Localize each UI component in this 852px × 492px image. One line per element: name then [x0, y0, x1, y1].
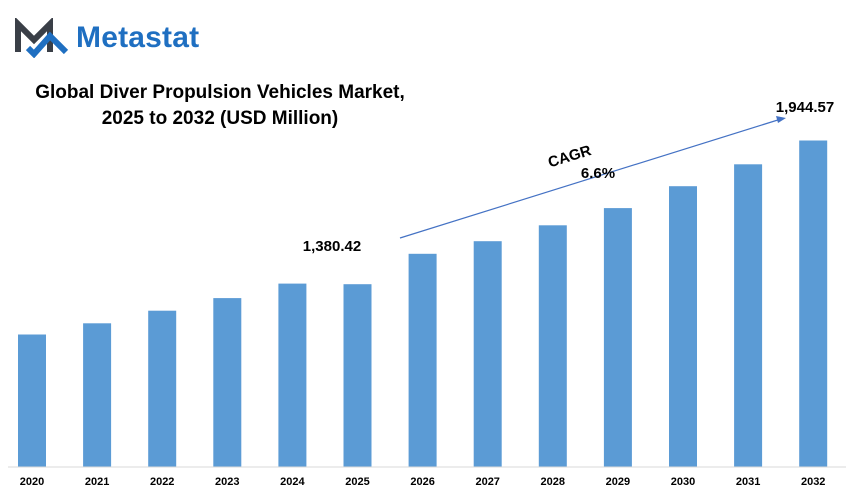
chart-title-line-2: 2025 to 2032 (USD Million): [101, 108, 339, 129]
chart-title: Global Diver Propulsion Vehicles Market,…: [18, 80, 422, 132]
bar-2023: [213, 298, 242, 467]
x-tick-label-2029: 2029: [606, 476, 630, 488]
x-tick-label-2025: 2025: [345, 476, 369, 488]
bar-2020: [18, 334, 46, 467]
cagr-trend-arrow: [399, 118, 782, 239]
cagr-value: 6.6%: [581, 165, 615, 182]
cagr-arrow-head: [776, 116, 786, 123]
x-tick-label-2032: 2032: [801, 476, 825, 488]
x-tick-label-2020: 2020: [20, 476, 44, 488]
x-tick-label-2023: 2023: [215, 476, 239, 488]
bar-2022: [148, 310, 177, 467]
start-value-label: 1,380.42: [303, 238, 361, 255]
x-tick-label-2026: 2026: [410, 476, 434, 488]
bar-2029: [603, 208, 632, 467]
bar-2032: [799, 140, 828, 467]
bar-2027: [473, 241, 502, 467]
bar-2028: [538, 225, 567, 467]
brand-name: Metastat: [76, 21, 200, 54]
chart-title-line-1: Global Diver Propulsion Vehicles Market,: [35, 82, 405, 103]
bar-2031: [734, 164, 763, 468]
bar-2024: [278, 283, 307, 467]
x-tick-label-2024: 2024: [280, 476, 305, 488]
x-tick-label-2030: 2030: [671, 476, 695, 488]
x-tick-label-2031: 2031: [736, 476, 760, 488]
x-tick-label-2027: 2027: [475, 476, 499, 488]
bar-2030: [669, 186, 697, 467]
bar-group: [18, 140, 828, 468]
bar-2026: [408, 253, 437, 467]
end-value-label: 1,944.57: [776, 99, 834, 116]
metastat-logo-icon: [15, 18, 69, 58]
x-tick-label-2022: 2022: [150, 476, 174, 488]
metastat-logo: Metastat: [14, 18, 199, 58]
x-axis-tick-labels: 2020 2021 2022 2023 2024 2025 2026 2027 2028 2029…: [20, 476, 826, 488]
bar-2025: [343, 284, 372, 467]
x-tick-label-2028: 2028: [541, 476, 565, 488]
x-tick-label-2021: 2021: [85, 476, 109, 488]
bar-2021: [83, 323, 112, 467]
